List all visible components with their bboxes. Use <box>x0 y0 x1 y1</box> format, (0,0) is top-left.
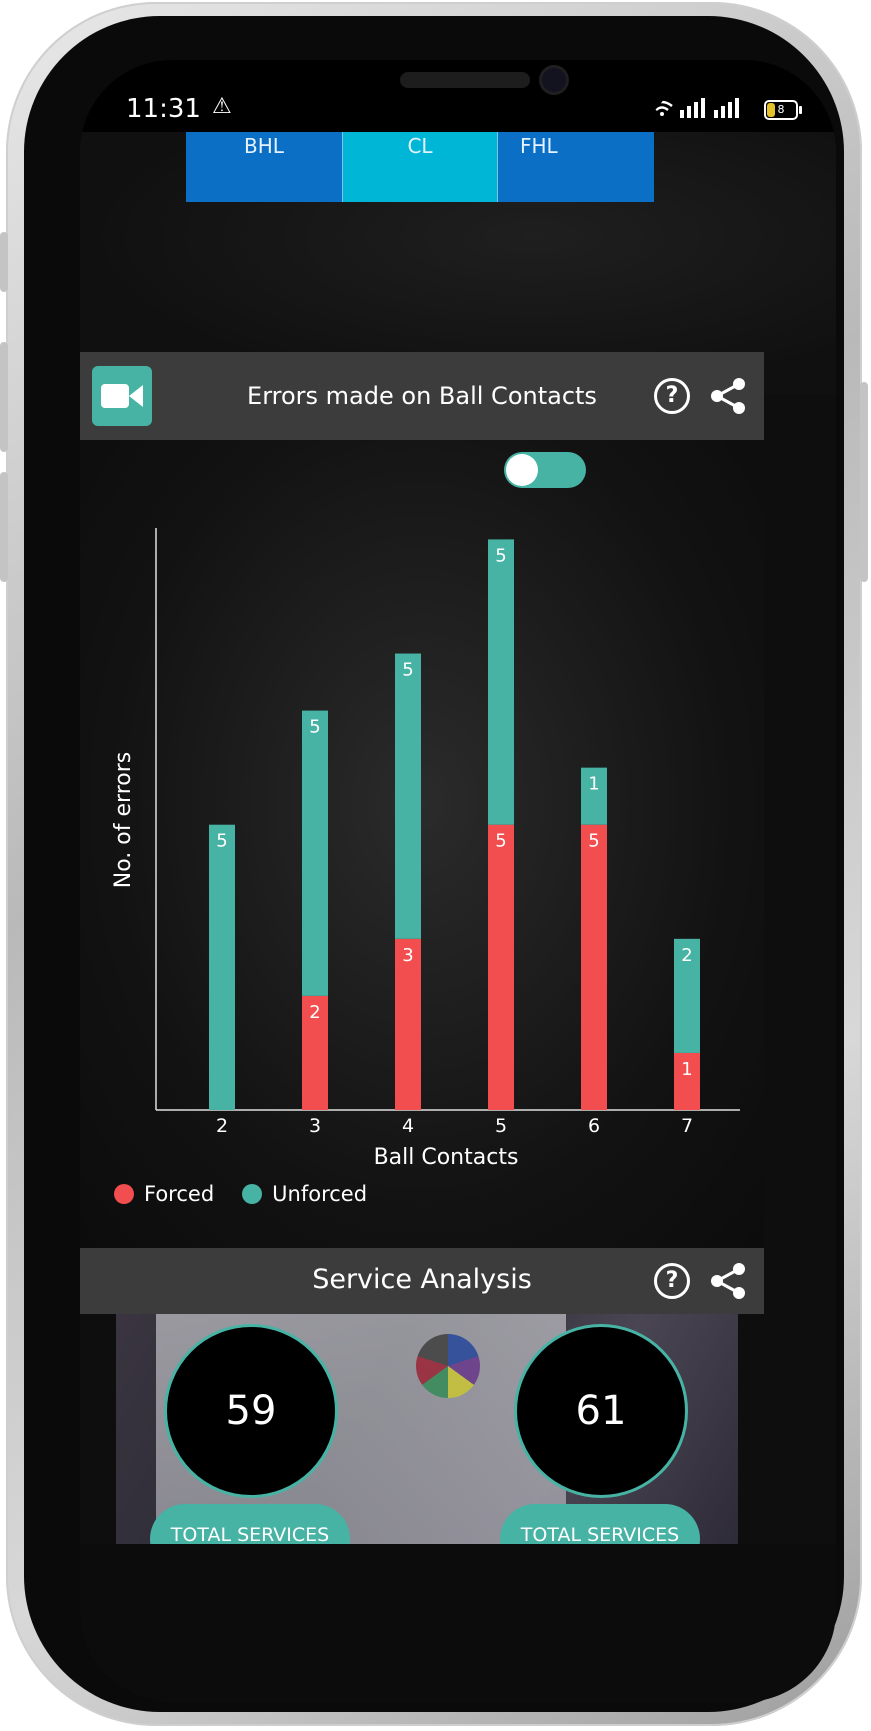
tab-bar: BHL CL FHL <box>186 132 654 202</box>
bar-forced-3[interactable] <box>302 995 328 1110</box>
tab-fhl[interactable]: FHL <box>498 132 654 202</box>
power-button <box>860 382 868 582</box>
tab-cl[interactable]: CL <box>342 132 498 202</box>
wifi-signal-icon <box>651 98 739 118</box>
bar-value-label: 5 <box>588 831 599 852</box>
x-tick-label: 7 <box>681 1115 693 1137</box>
bar-forced-6[interactable] <box>581 824 607 1110</box>
video-camera-icon <box>101 384 143 408</box>
phone-notch <box>250 60 670 122</box>
bar-value-label: 5 <box>216 831 227 852</box>
volume-button <box>0 342 8 452</box>
y-axis-label: No. of errors <box>111 752 136 888</box>
errors-card-header: Errors made on Ball Contacts ? <box>80 352 764 440</box>
legend-swatch-unforced <box>242 1184 263 1204</box>
bar-value-label: 3 <box>402 945 413 966</box>
bar-unforced-5[interactable] <box>488 539 514 825</box>
x-tick-label: 3 <box>309 1115 321 1137</box>
x-tick-label: 5 <box>495 1115 507 1137</box>
legend-swatch-forced <box>114 1184 134 1204</box>
bar-forced-7[interactable] <box>674 1052 700 1110</box>
bar-unforced-2[interactable] <box>209 824 235 1110</box>
app-screen: 11:31 ⚠ <box>80 60 836 1702</box>
service-stat-circle[interactable]: 59 <box>164 1324 338 1498</box>
errors-bar-chart: 5 2 2 5 3 3 5 4 5 5 5 5 1 6 1 2 7 No. of errors Ball Con… <box>111 528 740 1170</box>
bar-value-label: 1 <box>588 774 599 795</box>
service-analysis-panel: 59 TOTAL SERVICES 61 TOTAL SERVICES <box>116 1314 738 1544</box>
x-tick-label: 6 <box>588 1115 600 1137</box>
help-circle-icon[interactable]: ? <box>654 378 690 414</box>
x-tick-label: 4 <box>402 1115 414 1137</box>
share-icon[interactable] <box>708 376 748 416</box>
legend-item-unforced[interactable]: Unforced <box>242 1182 367 1206</box>
x-tick-label: 2 <box>216 1115 228 1137</box>
bar-forced-5[interactable] <box>488 824 514 1110</box>
phone-bezel: 11:31 ⚠ <box>24 16 844 1712</box>
errors-chart-panel: 5 2 2 5 3 3 5 4 5 5 5 5 1 6 1 2 7 No. of errors Ball Con… <box>80 440 764 1248</box>
bar-value-label: 1 <box>681 1059 692 1080</box>
legend-item-forced[interactable]: Forced <box>114 1182 214 1206</box>
bar-value-label: 2 <box>309 1002 320 1023</box>
legend-label-forced: Forced <box>144 1182 215 1206</box>
service-card-title: Service Analysis <box>312 1264 532 1295</box>
legend-label-unforced: Unforced <box>272 1182 368 1206</box>
battery-icon: 8 <box>764 100 802 120</box>
tab-bhl[interactable]: BHL <box>186 132 342 202</box>
battery-level <box>767 103 775 117</box>
service-stat-label[interactable]: TOTAL SERVICES <box>150 1504 350 1544</box>
background-pie-graphic <box>416 1334 480 1398</box>
bar-value-label: 5 <box>309 717 320 738</box>
service-stat-circle[interactable]: 61 <box>514 1324 688 1498</box>
speaker-grille <box>400 72 530 88</box>
bar-forced-4[interactable] <box>395 938 421 1110</box>
bar-unforced-3[interactable] <box>302 710 328 996</box>
help-circle-icon[interactable]: ? <box>654 1263 690 1299</box>
front-camera <box>542 68 566 92</box>
bar-unforced-4[interactable] <box>395 653 421 939</box>
video-button[interactable] <box>92 366 152 426</box>
share-icon[interactable] <box>708 1261 748 1301</box>
service-stat-label[interactable]: TOTAL SERVICES <box>500 1504 700 1544</box>
volume-button <box>0 472 8 582</box>
x-axis-label: Ball Contacts <box>374 1145 519 1170</box>
battery-text: 8 <box>777 103 785 116</box>
view-toggle[interactable] <box>504 452 586 488</box>
errors-card-title: Errors made on Ball Contacts <box>247 382 597 410</box>
bar-value-label: 2 <box>681 945 692 966</box>
bar-value-label: 5 <box>402 660 413 681</box>
bar-value-label: 5 <box>495 545 506 566</box>
status-time: 11:31 <box>126 94 201 124</box>
chart-legend: Forced Unforced <box>114 1182 367 1206</box>
signal-icon <box>650 96 750 123</box>
volume-button <box>0 232 8 292</box>
bar-unforced-7[interactable] <box>674 938 700 1053</box>
service-card-header: Service Analysis ? <box>80 1248 764 1314</box>
bar-unforced-6[interactable] <box>581 767 607 825</box>
warning-icon: ⚠ <box>212 94 232 119</box>
bar-value-label: 5 <box>495 831 506 852</box>
screen-bottom <box>80 1544 836 1702</box>
toggle-knob <box>506 454 538 486</box>
